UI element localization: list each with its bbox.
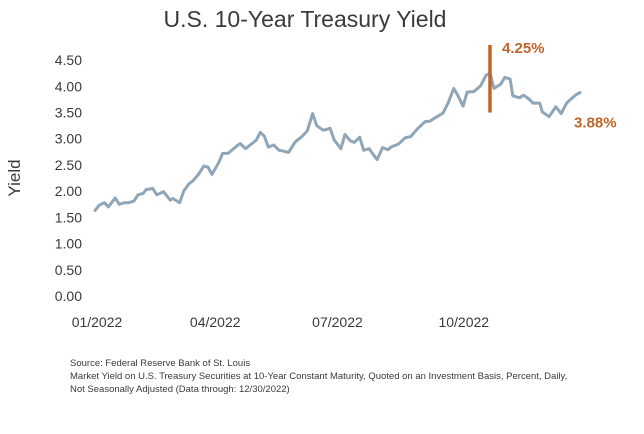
y-tick-label: 4.50 (55, 52, 82, 68)
y-axis-label: Yield (5, 159, 24, 196)
series-group (93, 71, 582, 213)
y-tick-label: 3.00 (55, 131, 82, 147)
chart-title: U.S. 10-Year Treasury Yield (164, 6, 447, 32)
y-axis-ticks: 0.00 0.50 1.00 1.50 2.00 2.50 3.00 3.50 4.00 4.50 (55, 52, 82, 304)
y-tick-label: 0.00 (55, 288, 82, 304)
x-tick-label: 01/2022 (72, 314, 123, 330)
source-note: Source: Federal Reserve Bank of St. Loui… (70, 358, 251, 369)
y-tick-label: 2.00 (55, 183, 82, 199)
x-axis-ticks: 01/2022 04/2022 07/2022 10/2022 (72, 314, 490, 330)
y-tick-label: 3.50 (55, 105, 82, 121)
y-tick-label: 0.50 (55, 262, 82, 278)
x-tick-label: 07/2022 (312, 314, 363, 330)
latest-value-label: 3.88% (574, 115, 617, 132)
data-through-note: Not Seasonally Adjusted (Data through: 1… (70, 384, 290, 395)
y-tick-label: 1.00 (55, 236, 82, 252)
y-tick-label: 2.50 (55, 157, 82, 173)
series-description: Market Yield on U.S. Treasury Securities… (70, 371, 568, 382)
annotation-group: 4.25% 3.88% (488, 40, 617, 132)
peak-value-label: 4.25% (502, 40, 545, 57)
series-line (93, 71, 582, 213)
x-tick-label: 10/2022 (438, 314, 489, 330)
x-tick-label: 04/2022 (190, 314, 241, 330)
footnotes: Source: Federal Reserve Bank of St. Loui… (70, 357, 630, 396)
yield-line-chart: U.S. 10-Year Treasury Yield Yield 0.000.… (5, 6, 617, 330)
y-tick-label: 1.50 (55, 209, 82, 225)
y-tick-label: 4.00 (55, 78, 82, 94)
